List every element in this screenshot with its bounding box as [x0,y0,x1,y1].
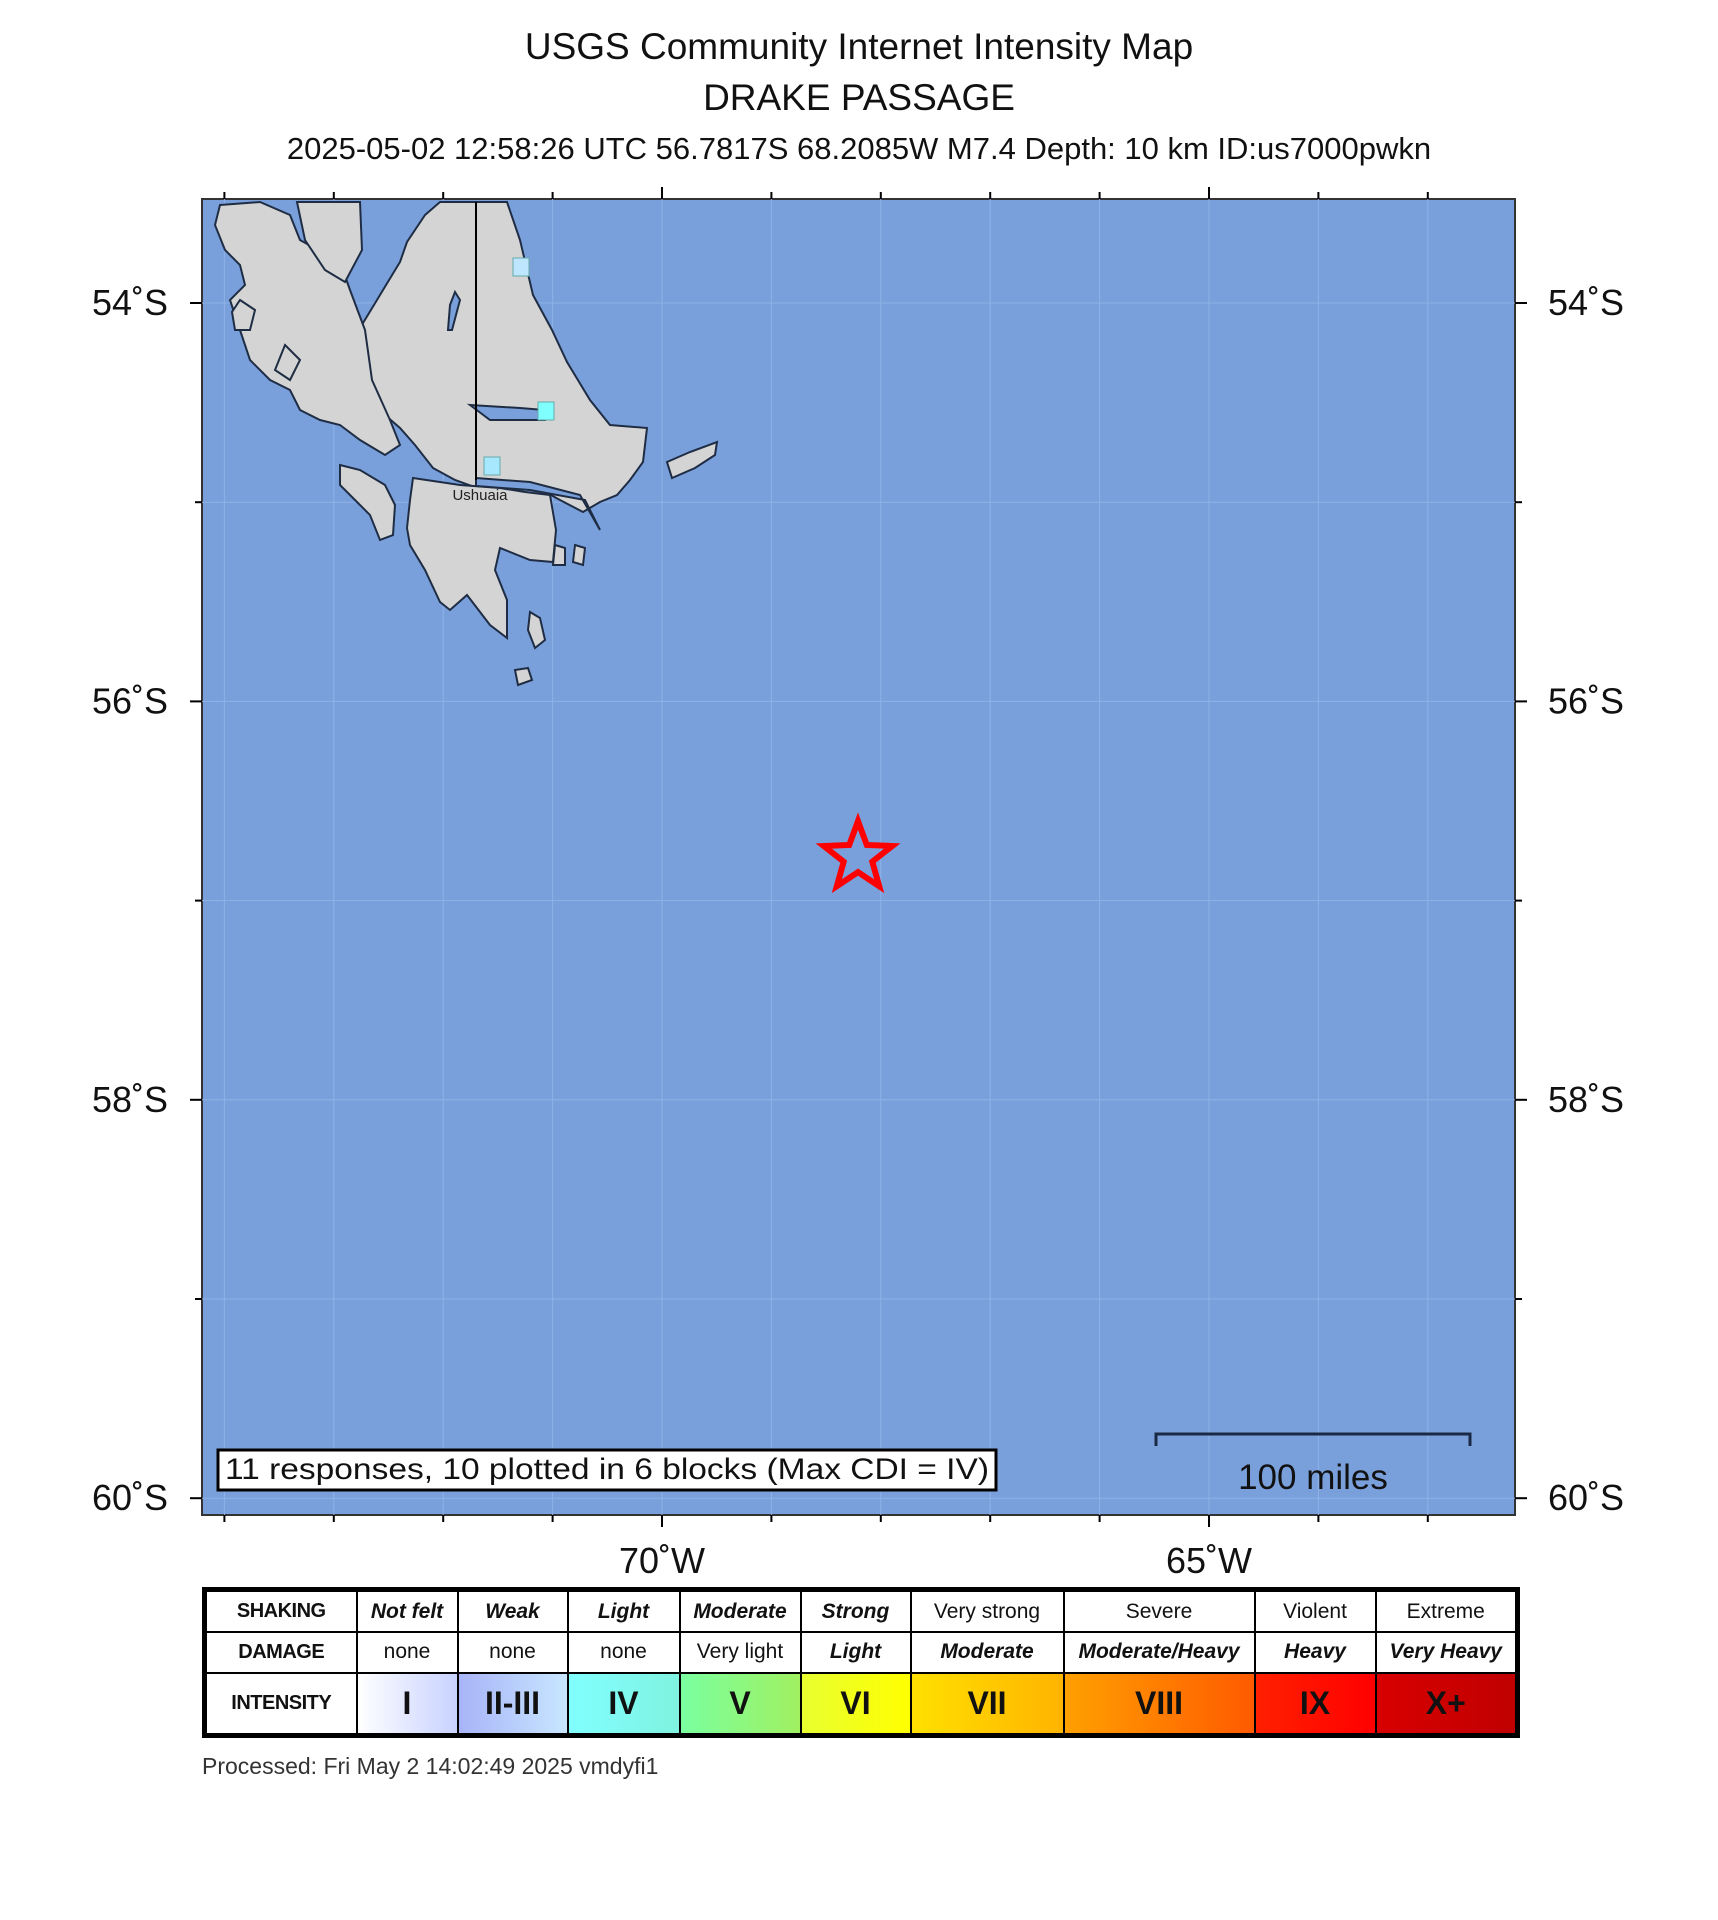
lat-label-left: 60˚S [92,1477,168,1518]
legend-row-intensity: INTENSITY I II-III IV V VI VII VIII IX X+ [203,1671,1519,1737]
lon-label: 65˚W [1166,1540,1252,1581]
graticule [202,199,1515,1515]
legend-shaking-cell: Extreme [1374,1588,1519,1634]
legend-intensity-cell: VIII [1062,1671,1256,1737]
legend-shaking-cell: Very strong [909,1588,1065,1634]
cdi-block[interactable] [512,257,530,277]
legend-damage-cell: Moderate [909,1631,1065,1674]
land [213,200,719,687]
cdi-block[interactable] [483,456,501,476]
legend-header-intensity: INTENSITY [203,1671,358,1737]
region-name: DRAKE PASSAGE [703,77,1015,118]
legend-shaking-cell: Violent [1253,1588,1377,1634]
land-small-islands-south [513,543,587,687]
legend-intensity-cell: X+ [1374,1671,1519,1737]
land-islands-nw [230,298,302,382]
legend-damage-cell: Very Heavy [1374,1631,1519,1674]
legend-row-shaking: SHAKING Not felt Weak Light Moderate Strong Ve… [203,1588,1519,1634]
city-label-ushuaia: Ushuaia [452,487,508,504]
land-isla-de-los-estados [665,440,719,480]
land-brunswick [295,201,364,284]
lat-label-right: 60˚S [1548,1477,1624,1518]
lat-label-right: 54˚S [1548,282,1624,323]
responses-box: 11 responses, 10 plotted in 6 blocks (Ma… [216,1448,998,1492]
legend-intensity-cell: IV [566,1671,681,1737]
legend-damage-cell: none [456,1631,569,1674]
legend-row-damage: DAMAGE none none none Very light Light Moderat… [203,1631,1519,1674]
legend-damage-cell: none [355,1631,459,1674]
legend-damage-cell: none [566,1631,681,1674]
lon-label: 70˚W [619,1540,705,1581]
axis-ticks [190,187,1527,1527]
scale-label: 100 miles [1238,1458,1388,1497]
lat-label-right: 56˚S [1548,680,1624,721]
legend-shaking-cell: Strong [799,1588,912,1634]
lat-label-left: 58˚S [92,1079,168,1120]
legend-header-shaking: SHAKING [203,1588,358,1634]
lat-label-left: 56˚S [92,680,168,721]
legend-intensity-cell: I [355,1671,459,1737]
legend-damage-cell: Moderate/Heavy [1062,1631,1256,1674]
legend-shaking-cell: Moderate [678,1588,802,1634]
legend-damage-cell: Heavy [1253,1631,1377,1674]
intensity-map: Ushuaia 11 responses, 10 plotted in 6 bl… [92,187,1624,1581]
lat-label-left: 54˚S [92,282,168,323]
legend-intensity-cell: IX [1253,1671,1377,1737]
legend-shaking-cell: Weak [456,1588,569,1634]
map-title: USGS Community Internet Intensity Map [524,26,1194,67]
legend-shaking-cell: Not felt [355,1588,459,1634]
processed-timestamp: Processed: Fri May 2 14:02:49 2025 vmdyf… [202,1753,659,1779]
cdi-block[interactable] [537,401,555,421]
legend-shaking-cell: Severe [1062,1588,1256,1634]
legend-intensity-cell: VI [799,1671,912,1737]
cdi-blocks [483,257,555,476]
epicenter-star-icon[interactable] [815,812,901,894]
legend-intensity-cell: V [678,1671,802,1737]
lat-label-right: 58˚S [1548,1079,1624,1120]
legend-intensity-cell: VII [909,1671,1065,1737]
intensity-legend: SHAKING Not felt Weak Light Moderate Strong Ve… [202,1587,1520,1738]
responses-text: 11 responses, 10 plotted in 6 blocks (Ma… [225,1453,989,1486]
scale-bar: 100 miles [1154,1432,1472,1497]
legend-header-damage: DAMAGE [203,1631,358,1674]
legend-shaking-cell: Light [566,1588,681,1634]
legend-intensity-cell: II-III [456,1671,569,1737]
land-navarino [405,476,558,641]
legend-damage-cell: Light [799,1631,912,1674]
axis-labels: 54˚S 54˚S 56˚S 56˚S 58˚S 58˚S 60˚S 60˚S 70˚W 65˚W [92,282,1624,1581]
land-islands-sw [339,463,397,542]
legend-damage-cell: Very light [678,1631,802,1674]
event-info: 2025-05-02 12:58:26 UTC 56.7817S 68.2085… [286,131,1432,166]
